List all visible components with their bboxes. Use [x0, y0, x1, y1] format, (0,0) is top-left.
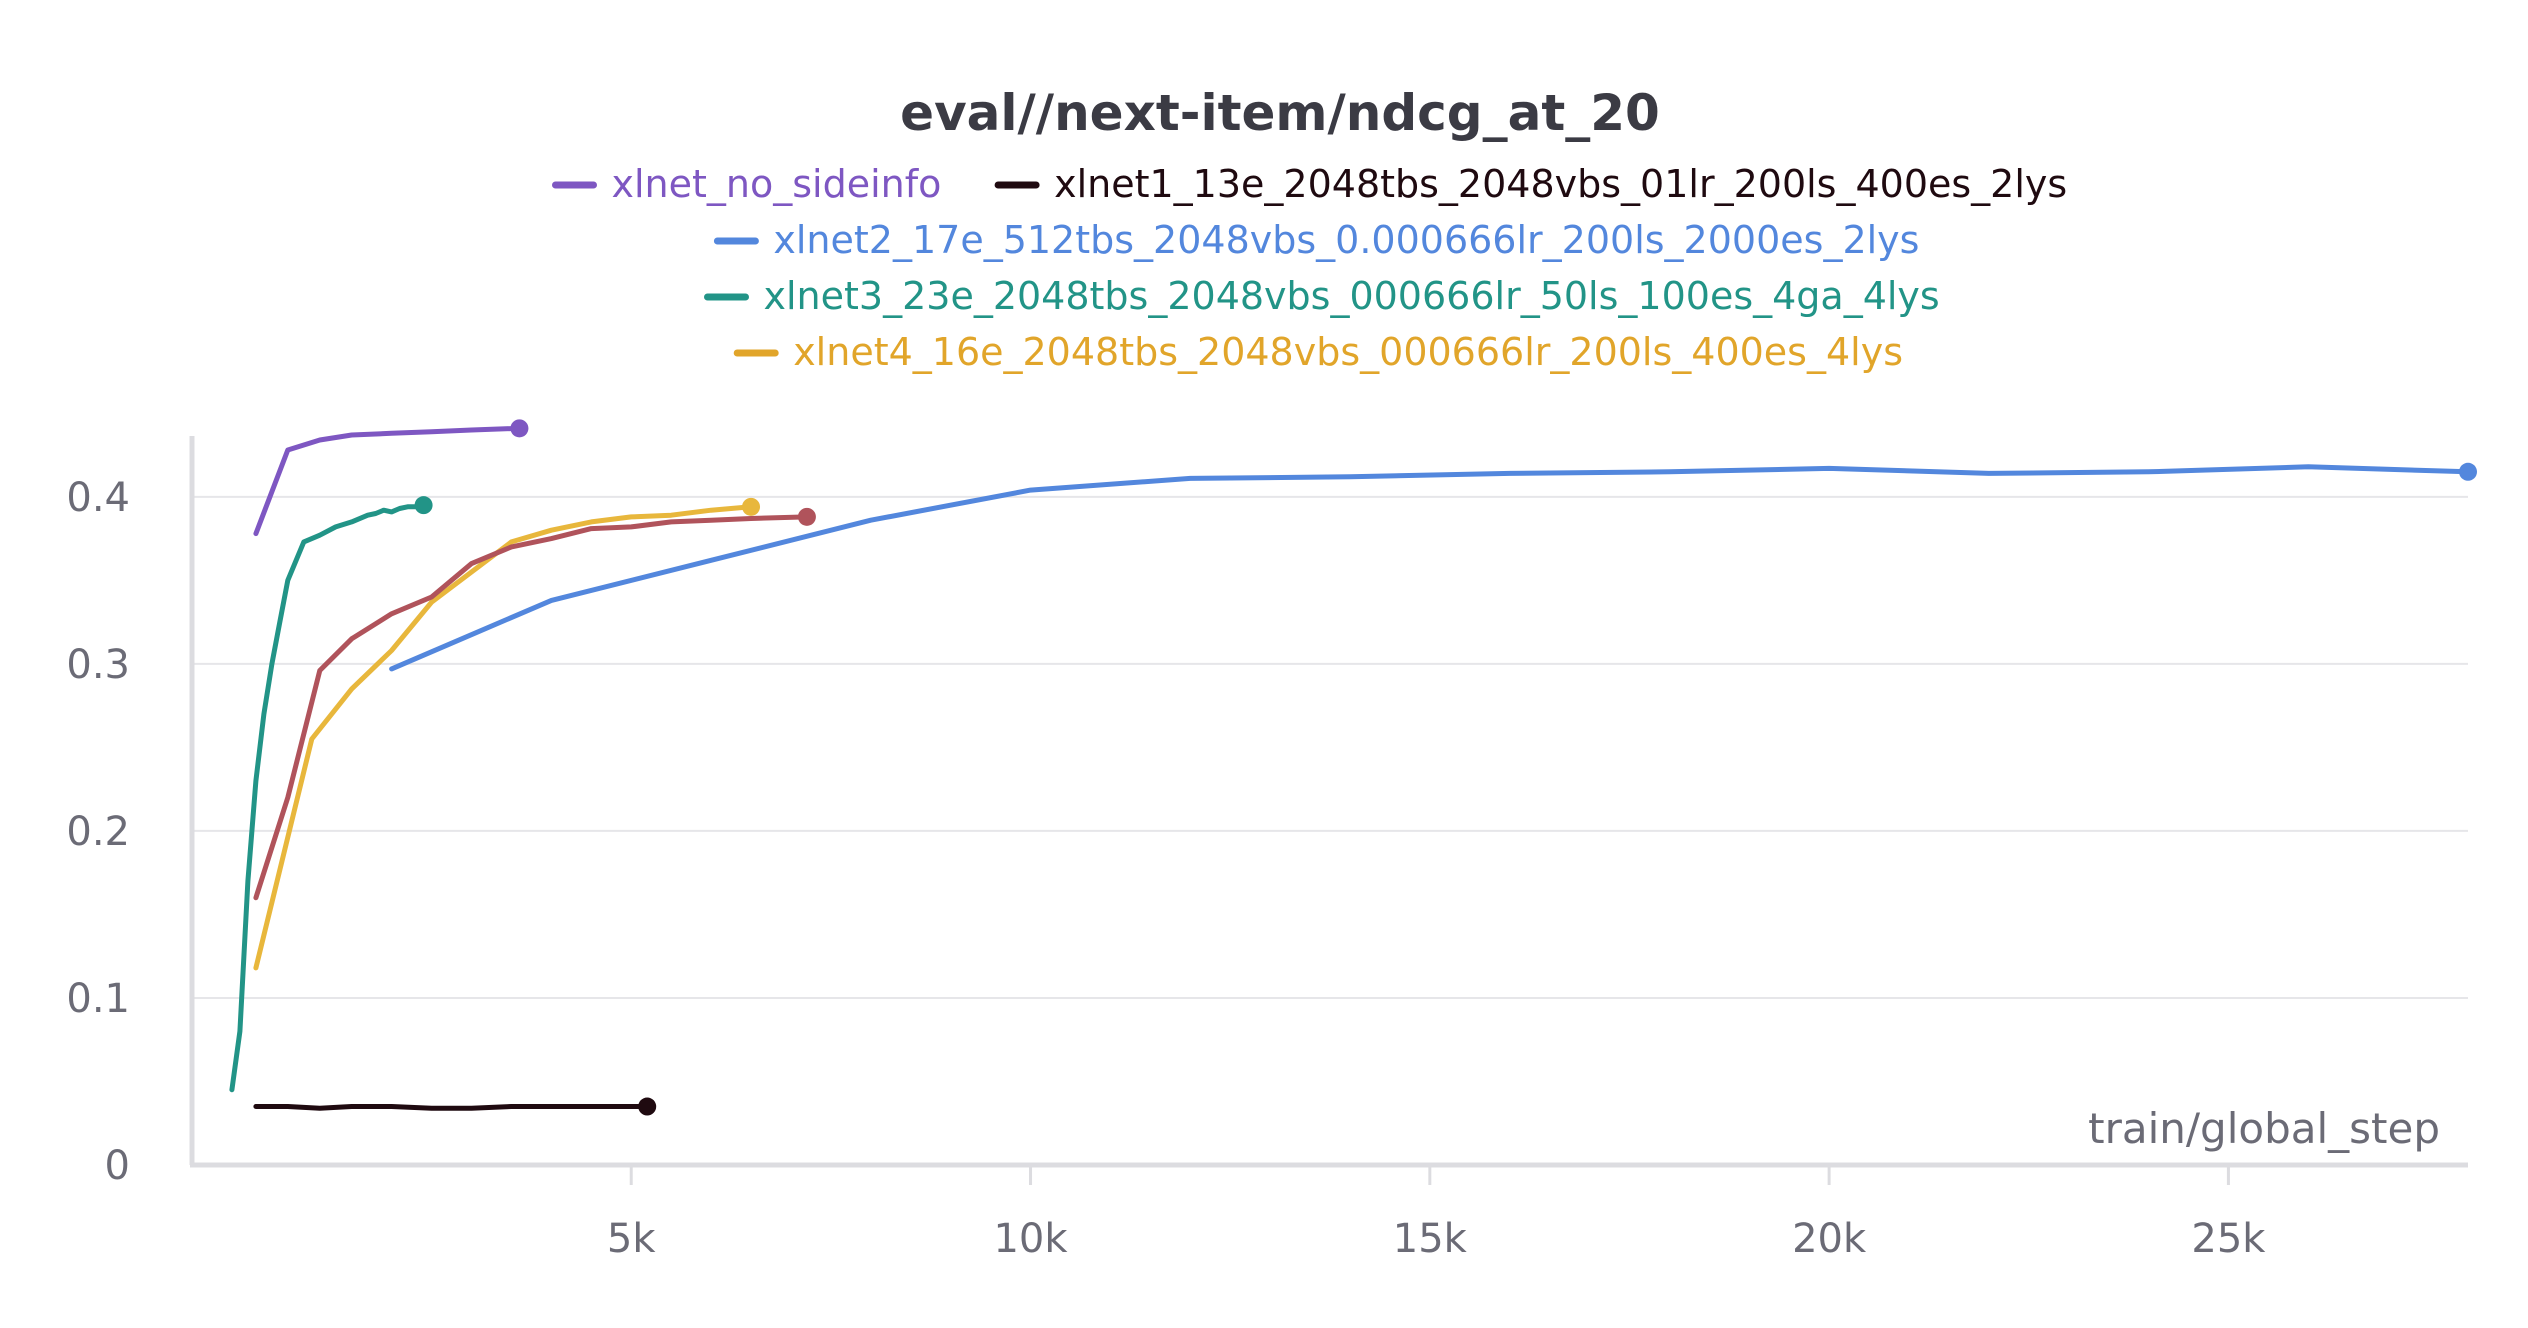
legend-item[interactable]: xlnet1_13e_2048tbs_2048vbs_01lr_200ls_40…: [994, 162, 2067, 206]
x-tick-label: 5k: [607, 1216, 656, 1262]
series-end-point[interactable]: [797, 507, 816, 526]
y-tick-label: 0: [105, 1143, 130, 1189]
legend-label: xlnet4_16e_2048tbs_2048vbs_000666lr_200l…: [793, 330, 1903, 374]
series-line[interactable]: [229, 502, 427, 1093]
legend-label: xlnet3_23e_2048tbs_2048vbs_000666lr_50ls…: [764, 274, 1940, 318]
series-5: [253, 497, 761, 971]
y-tick-label: 0.3: [66, 642, 130, 688]
legend-item[interactable]: xlnet4_16e_2048tbs_2048vbs_000666lr_200l…: [733, 330, 1903, 374]
axes: 0 0.1 0.2 0.3 0.4 5k 10k 15k 20k 25k: [66, 436, 2468, 1262]
legend-item[interactable]: xlnet3_23e_2048tbs_2048vbs_000666lr_50ls…: [704, 274, 1940, 318]
series-layer: [229, 419, 2477, 1116]
y-tick-label: 0.1: [66, 976, 130, 1022]
x-tick-label: 15k: [1393, 1216, 1468, 1262]
series-end-point[interactable]: [742, 497, 761, 516]
chart-title: eval//next-item/ndcg_at_20: [900, 84, 1660, 142]
x-tick-label: 25k: [2191, 1216, 2266, 1262]
legend-label: xlnet2_17e_512tbs_2048vbs_0.000666lr_200…: [773, 218, 1919, 262]
y-tick-label: 0.4: [66, 475, 130, 521]
series-4: [229, 496, 433, 1093]
legend-item[interactable]: xlnet2_17e_512tbs_2048vbs_0.000666lr_200…: [713, 218, 1919, 262]
series-end-point[interactable]: [2459, 462, 2477, 481]
y-tick-label: 0.2: [66, 809, 130, 855]
legend-label: xlnet_no_sideinfo: [612, 162, 942, 206]
series-end-point[interactable]: [638, 1097, 657, 1116]
series-line[interactable]: [253, 514, 810, 901]
series-6: [253, 507, 816, 901]
grid: [192, 495, 2468, 999]
series-line[interactable]: [253, 425, 522, 537]
legend-item[interactable]: xlnet_no_sideinfo: [552, 162, 942, 206]
series-end-point[interactable]: [414, 496, 433, 515]
series-end-point[interactable]: [510, 419, 529, 438]
legend: xlnet_no_sideinfo xlnet1_13e_2048tbs_2048…: [552, 162, 2067, 374]
series-2: [253, 1097, 657, 1116]
x-tick-label: 20k: [1792, 1216, 1867, 1262]
legend-label: xlnet1_13e_2048tbs_2048vbs_01lr_200ls_40…: [1054, 162, 2067, 206]
series-line[interactable]: [389, 464, 2471, 672]
series-1: [253, 419, 529, 537]
series-3: [389, 462, 2477, 672]
series-line[interactable]: [253, 1104, 650, 1111]
x-axis-title: train/global_step: [2088, 1104, 2440, 1153]
series-line[interactable]: [253, 504, 754, 971]
x-tick-label: 10k: [993, 1216, 1068, 1262]
